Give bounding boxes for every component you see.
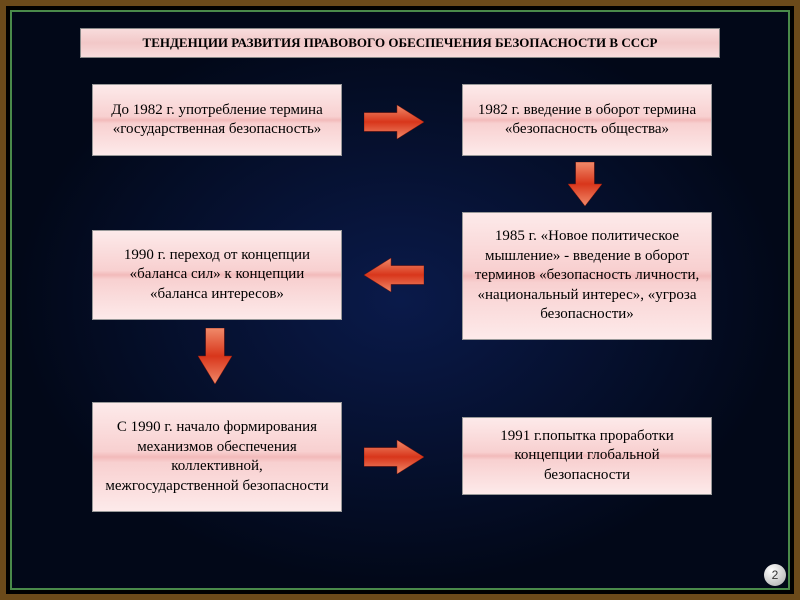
arrow-down [568,162,602,206]
arrow-down [198,328,232,384]
card-2: 1982 г. введение в оборот термина «безоп… [462,84,712,156]
card-5: С 1990 г. начало формирования механизмов… [92,402,342,512]
card-1: До 1982 г. употребление термина «государ… [92,84,342,156]
slide-title: ТЕНДЕНЦИИ РАЗВИТИЯ ПРАВОВОГО ОБЕСПЕЧЕНИЯ… [80,28,720,58]
outer-frame: ТЕНДЕНЦИИ РАЗВИТИЯ ПРАВОВОГО ОБЕСПЕЧЕНИЯ… [0,0,800,600]
slide-number-badge: 2 [764,564,786,586]
arrow-right [364,105,424,139]
card-3: 1990 г. переход от концепции «баланса си… [92,230,342,320]
card-6: 1991 г.попытка проработки концепции глоб… [462,417,712,495]
inner-frame: ТЕНДЕНЦИИ РАЗВИТИЯ ПРАВОВОГО ОБЕСПЕЧЕНИЯ… [10,10,790,590]
arrow-left [364,258,424,292]
arrow-right [364,440,424,474]
card-4: 1985 г. «Новое политическое мышление» - … [462,212,712,340]
